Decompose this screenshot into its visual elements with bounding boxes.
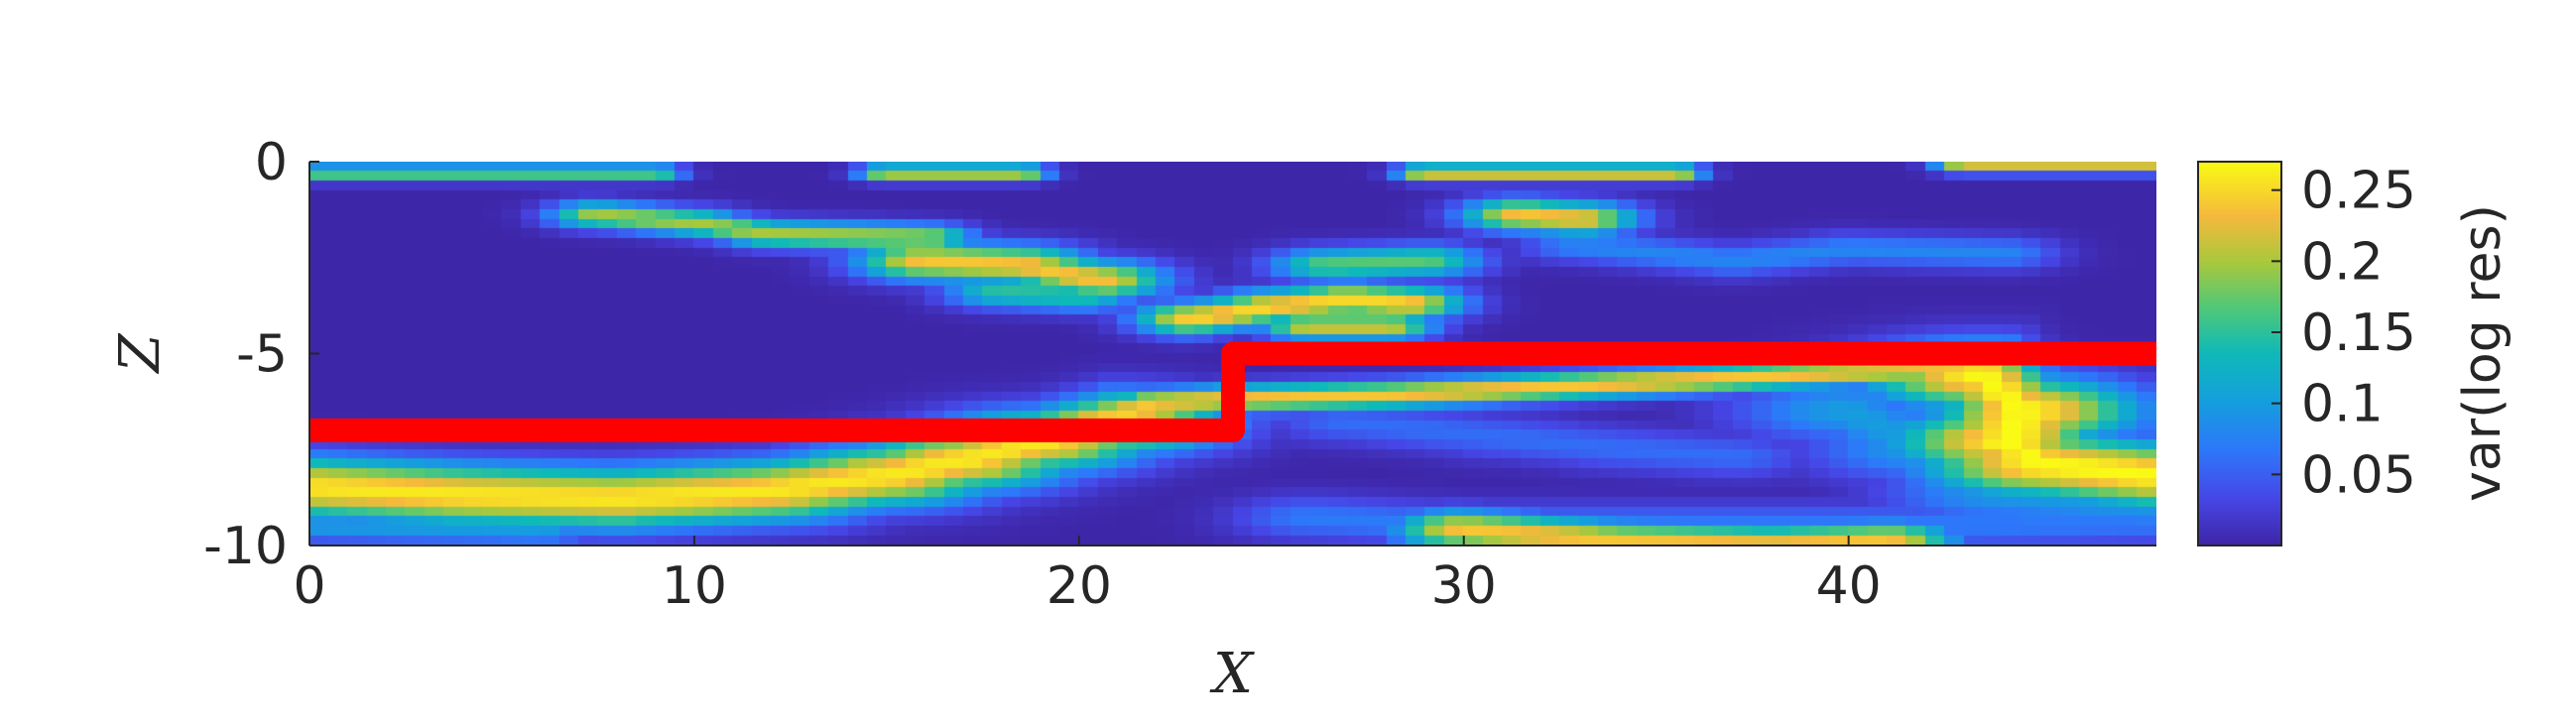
y-tick-label: -5 xyxy=(236,325,288,385)
y-tick-label: -10 xyxy=(203,517,288,576)
plot-area xyxy=(308,162,2156,546)
colorbar-label: var(log res) xyxy=(2453,204,2513,502)
colorbar-tick-label: 0.2 xyxy=(2301,232,2384,292)
red-boundary-line xyxy=(309,341,2156,442)
y-tick-label: 0 xyxy=(255,133,288,192)
colorbar-frame xyxy=(2197,161,2282,546)
colorbar-tick-label: 0.05 xyxy=(2301,445,2416,505)
x-tick-label: 20 xyxy=(1046,556,1112,616)
x-tick-label: 30 xyxy=(1431,556,1497,616)
colorbar-tick-label: 0.15 xyxy=(2301,303,2416,363)
colorbar-tick-label: 0.1 xyxy=(2301,375,2384,434)
colorbar: 0.05 0.1 0.15 0.2 0.25 var(log res) xyxy=(2197,161,2513,546)
x-ticks: 0 10 20 30 40 xyxy=(293,536,1882,616)
colorbar-gradient xyxy=(2198,162,2281,546)
x-tick-label: 0 xyxy=(293,556,325,616)
x-axis-label: X xyxy=(1209,642,1255,706)
x-tick-label: 40 xyxy=(1816,556,1882,616)
y-axis-label: Z xyxy=(108,332,173,374)
colorbar-tick-label: 0.25 xyxy=(2301,162,2416,221)
x-tick-label: 10 xyxy=(662,556,727,616)
colorbar-ticks: 0.05 0.1 0.15 0.2 0.25 xyxy=(2271,162,2416,505)
y-ticks: 0 -5 -10 xyxy=(203,133,319,576)
